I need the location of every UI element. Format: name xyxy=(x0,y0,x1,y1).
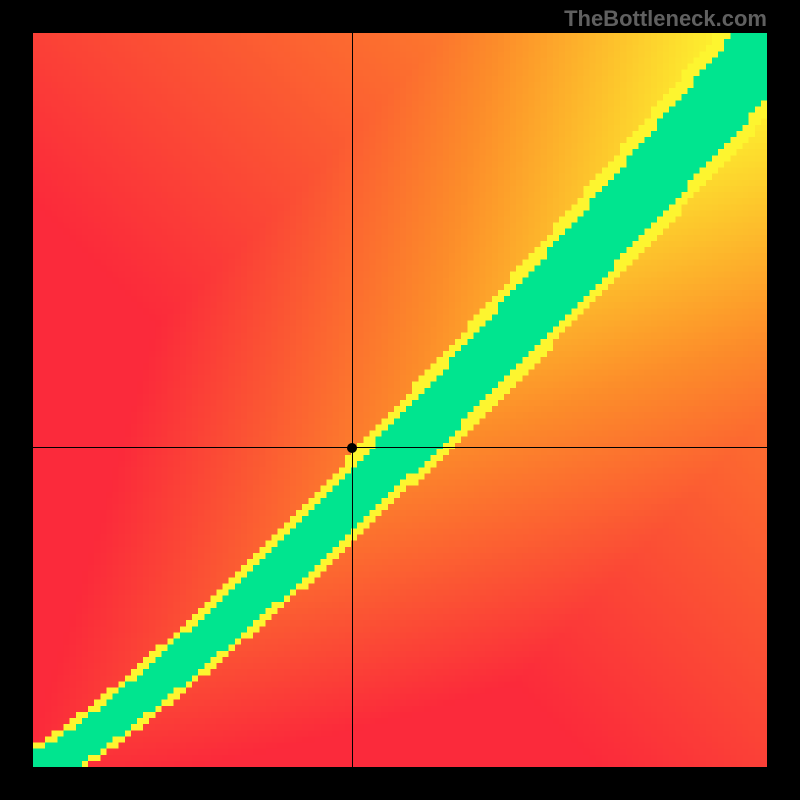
heatmap-canvas xyxy=(33,33,767,767)
plot-area xyxy=(33,33,767,767)
crosshair-vertical xyxy=(352,33,353,767)
chart-frame: TheBottleneck.com xyxy=(0,0,800,800)
watermark-text: TheBottleneck.com xyxy=(564,6,767,32)
data-point-marker xyxy=(347,443,357,453)
crosshair-horizontal xyxy=(33,447,767,448)
